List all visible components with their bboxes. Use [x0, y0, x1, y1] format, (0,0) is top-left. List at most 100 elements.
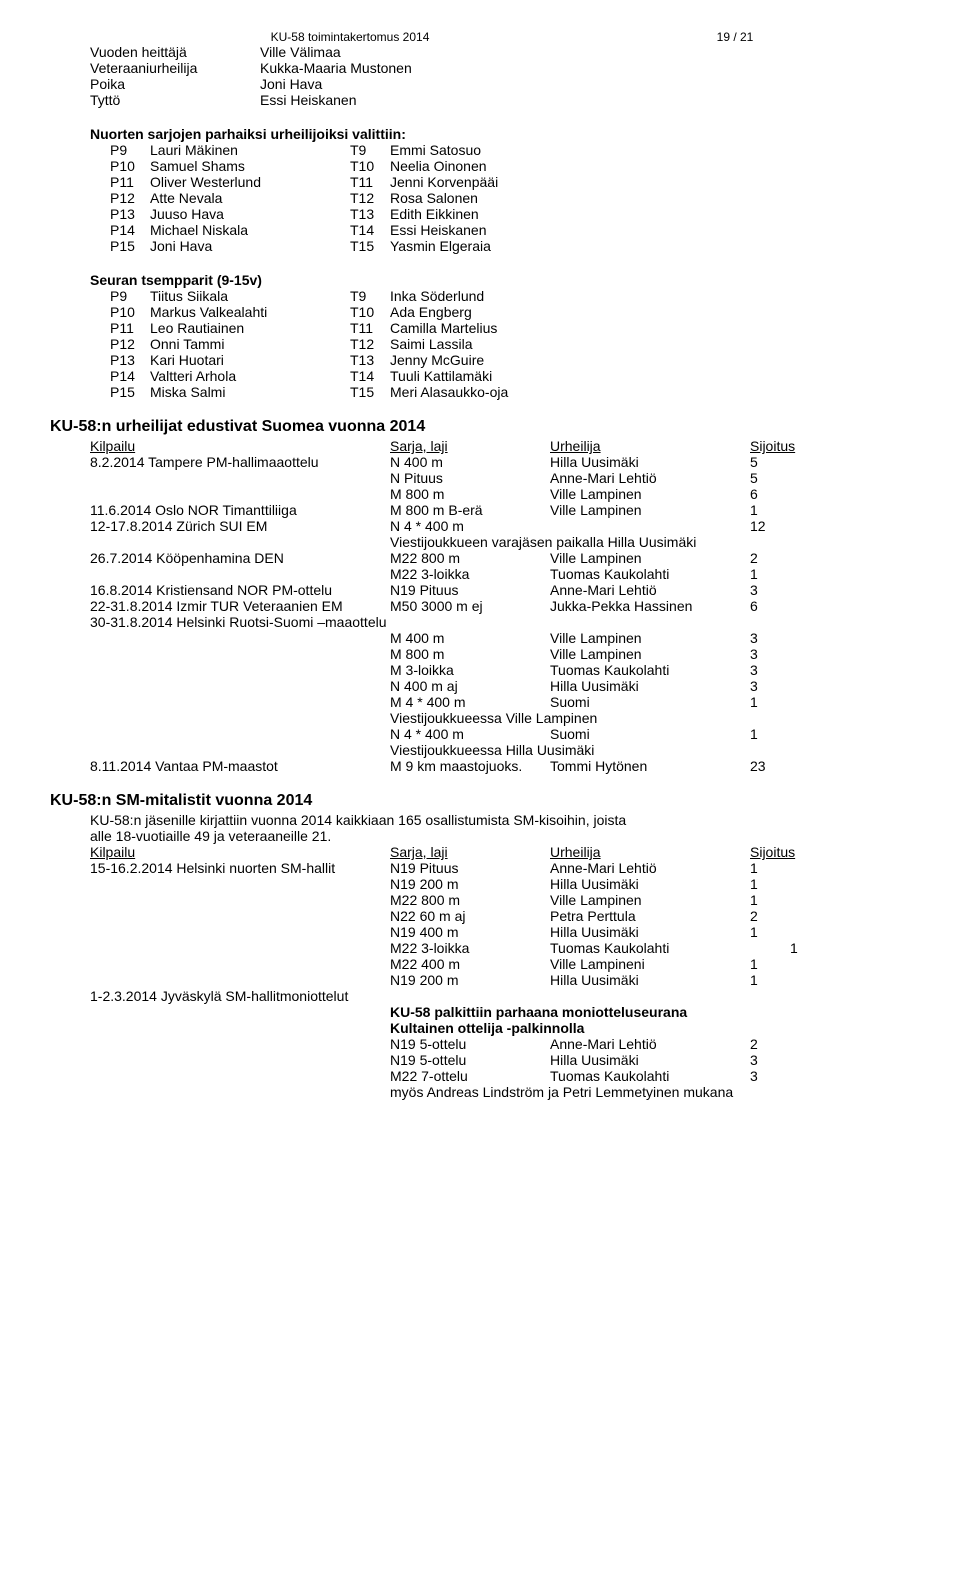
- result-row: N19 200 mHilla Uusimäki1: [90, 876, 910, 892]
- col-sijoitus: 23: [750, 758, 810, 774]
- col-kilpailu: 8.11.2014 Vantaa PM-maastot: [90, 758, 390, 774]
- col-sarja: M 400 m: [390, 630, 550, 646]
- t-code: T12: [350, 190, 390, 206]
- col-kilpailu: [90, 1036, 390, 1052]
- t-code: T9: [350, 142, 390, 158]
- col-sijoitus: 12: [750, 518, 810, 534]
- col-sijoitus: 1: [750, 566, 810, 582]
- result-row: M22 3-loikkaTuomas Kaukolahti1: [90, 566, 910, 582]
- col-sarja: [390, 988, 550, 1004]
- col-kilpailu: [90, 662, 390, 678]
- list-row: P11Oliver WesterlundT11Jenni Korvenpääi: [110, 174, 910, 190]
- p-code: P11: [110, 174, 150, 190]
- col-sijoitus: 6: [750, 486, 810, 502]
- result-row: N19 5-otteluHilla Uusimäki3: [90, 1052, 910, 1068]
- col-sarja: N19 5-ottelu: [390, 1052, 550, 1068]
- col-kilpailu: [90, 924, 390, 940]
- award-label: Veteraaniurheilija: [90, 60, 260, 76]
- award-row: VeteraaniurheilijaKukka-Maaria Mustonen: [90, 60, 910, 76]
- nuorten-list: P9Lauri MäkinenT9Emmi SatosuoP10Samuel S…: [110, 142, 910, 254]
- col-urheilija: Jukka-Pekka Hassinen: [550, 598, 750, 614]
- col-urheilija: Petra Perttula: [550, 908, 750, 924]
- col-sarja: N19 200 m: [390, 972, 550, 988]
- col-urheilija: Tuomas Kaukolahti: [550, 662, 750, 678]
- col-sarja: M50 3000 m ej: [390, 598, 550, 614]
- col-sarja: N Pituus: [390, 470, 550, 486]
- page-header: KU-58 toimintakertomus 2014 19 / 21: [50, 30, 910, 44]
- award-name: Kukka-Maaria Mustonen: [260, 60, 460, 76]
- col-sarja: [390, 614, 550, 630]
- result-row: N22 60 m ajPetra Perttula2: [90, 908, 910, 924]
- p-name: Samuel Shams: [150, 158, 350, 174]
- col-sarja: N19 Pituus: [390, 582, 550, 598]
- col-sijoitus: 2: [750, 550, 810, 566]
- p-name: Michael Niskala: [150, 222, 350, 238]
- list-row: P13Kari HuotariT13Jenny McGuire: [110, 352, 910, 368]
- result-row: N19 5-otteluAnne-Mari Lehtiö2: [90, 1036, 910, 1052]
- t-name: Edith Eikkinen: [390, 206, 590, 222]
- p-code: P12: [110, 190, 150, 206]
- result-row: M22 7-otteluTuomas Kaukolahti3: [90, 1068, 910, 1084]
- suomea-note-1: Viestijoukkueen varajäsen paikalla Hilla…: [390, 534, 910, 550]
- p-code: P13: [110, 206, 150, 222]
- result-row: M22 3-loikkaTuomas Kaukolahti1: [90, 940, 910, 956]
- header-title: KU-58 toimintakertomus 2014: [50, 30, 650, 44]
- col-kilpailu: 8.2.2014 Tampere PM-hallimaaottelu: [90, 454, 390, 470]
- suomea-rows-2: 26.7.2014 Kööpenhamina DENM22 800 mVille…: [90, 550, 910, 710]
- t-name: Jenni Korvenpääi: [390, 174, 590, 190]
- p-name: Juuso Hava: [150, 206, 350, 222]
- result-row: M 3-loikkaTuomas Kaukolahti3: [90, 662, 910, 678]
- col-urheilija: Ville Lampinen: [550, 486, 750, 502]
- p-name: Lauri Mäkinen: [150, 142, 350, 158]
- list-row: P9Tiitus SiikalaT9Inka Söderlund: [110, 288, 910, 304]
- award-name: Ville Välimaa: [260, 44, 460, 60]
- col-sarja: N19 5-ottelu: [390, 1036, 550, 1052]
- p-name: Oliver Westerlund: [150, 174, 350, 190]
- sm-intro-2: alle 18-vuotiaille 49 ja veteraaneille 2…: [90, 828, 910, 844]
- col-sijoitus: 3: [750, 630, 810, 646]
- col-sijoitus: 1: [750, 876, 810, 892]
- col-sijoitus: 1: [750, 972, 810, 988]
- t-code: T12: [350, 336, 390, 352]
- col-sijoitus: 3: [750, 646, 810, 662]
- p-code: P11: [110, 320, 150, 336]
- col-sijoitus: 2: [750, 908, 810, 924]
- col-urheilija: Hilla Uusimäki: [550, 972, 750, 988]
- col-kilpailu: [90, 876, 390, 892]
- col-sijoitus: 6: [750, 598, 810, 614]
- result-row: 16.8.2014 Kristiensand NOR PM-otteluN19 …: [90, 582, 910, 598]
- col-kilpailu: [90, 646, 390, 662]
- th-sarja: Sarja, laji: [390, 844, 550, 860]
- col-kilpailu: 15-16.2.2014 Helsinki nuorten SM-hallit: [90, 860, 390, 876]
- col-kilpailu: 1-2.3.2014 Jyväskylä SM-hallitmoniottelu…: [90, 988, 390, 1004]
- col-urheilija: Tommi Hytönen: [550, 758, 750, 774]
- result-row: M22 800 mVille Lampinen1: [90, 892, 910, 908]
- col-kilpailu: [90, 630, 390, 646]
- p-code: P14: [110, 368, 150, 384]
- list-row: P10Samuel ShamsT10Neelia Oinonen: [110, 158, 910, 174]
- col-urheilija: Suomi: [550, 694, 750, 710]
- t-code: T14: [350, 368, 390, 384]
- col-urheilija: Anne-Mari Lehtiö: [550, 1036, 750, 1052]
- sm-note: myös Andreas Lindström ja Petri Lemmetyi…: [390, 1084, 750, 1100]
- col-sarja: N 400 m aj: [390, 678, 550, 694]
- th-sijoitus: Sijoitus: [750, 844, 810, 860]
- award-label: Vuoden heittäjä: [90, 44, 260, 60]
- col-urheilija: [550, 518, 750, 534]
- col-sijoitus: 3: [750, 662, 810, 678]
- col-urheilija: Ville Lampinen: [550, 630, 750, 646]
- col-kilpailu: 16.8.2014 Kristiensand NOR PM-ottelu: [90, 582, 390, 598]
- award-name: Essi Heiskanen: [260, 92, 460, 108]
- col-sarja: N 4 * 400 m: [390, 518, 550, 534]
- col-sijoitus: 1: [750, 860, 810, 876]
- th-kilpailu: Kilpailu: [90, 438, 390, 454]
- result-row: M 400 mVille Lampinen3: [90, 630, 910, 646]
- col-kilpailu: [90, 892, 390, 908]
- sm-intro-1: KU-58:n jäsenille kirjattiin vuonna 2014…: [90, 812, 910, 828]
- col-sarja: M 9 km maastojuoks.: [390, 758, 550, 774]
- suomea-rows-3: N 4 * 400 mSuomi1: [90, 726, 910, 742]
- col-sijoitus: 3: [750, 1052, 810, 1068]
- col-sarja: M 3-loikka: [390, 662, 550, 678]
- t-name: Tuuli Kattilamäki: [390, 368, 590, 384]
- th-sijoitus: Sijoitus: [750, 438, 810, 454]
